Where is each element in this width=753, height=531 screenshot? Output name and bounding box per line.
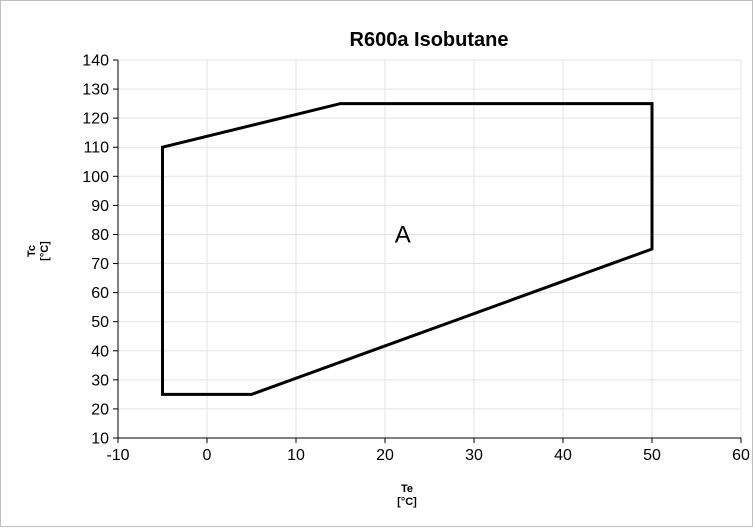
- y-axis-label: Tc: [26, 245, 38, 257]
- grid: [118, 60, 741, 438]
- y-tick-label: 120: [82, 111, 109, 128]
- y-tick-label: 10: [91, 431, 109, 448]
- x-axis-unit: [°C]: [397, 496, 417, 508]
- y-tick-label: 80: [91, 227, 109, 244]
- x-tick-label: -10: [106, 447, 129, 464]
- x-tick-label: 50: [643, 447, 661, 464]
- y-axis-unit: [°C]: [39, 241, 51, 261]
- x-tick-label: 30: [465, 447, 483, 464]
- y-tick-label: 140: [82, 53, 109, 70]
- y-tick-label: 50: [91, 314, 109, 331]
- chart-title: R600a Isobutane: [350, 29, 509, 51]
- x-tick-label: 0: [203, 447, 212, 464]
- x-tick-label: 20: [376, 447, 394, 464]
- y-axis-label-group: Tc [°C]: [26, 241, 51, 261]
- x-tick-label: 10: [287, 447, 305, 464]
- y-tick-label: 30: [91, 372, 109, 389]
- y-tick-label: 70: [91, 256, 109, 273]
- y-tick-label: 130: [82, 82, 109, 99]
- y-tick-labels: 10 20 30 40 50 60 70 80 90 100 110 120 130 140: [82, 53, 109, 448]
- y-tick-label: 100: [82, 169, 109, 186]
- region-label: A: [395, 221, 411, 248]
- y-tick-label: 60: [91, 285, 109, 302]
- x-tick-label: 40: [554, 447, 572, 464]
- x-tick-labels: -10 0 10 20 30 40 50 60: [106, 447, 750, 464]
- y-tick-label: 40: [91, 343, 109, 360]
- annotations: A: [395, 221, 411, 248]
- y-tick-label: 90: [91, 198, 109, 215]
- x-tick-label: 60: [732, 447, 750, 464]
- y-tick-label: 20: [91, 401, 109, 418]
- x-axis-label: Te: [401, 483, 413, 495]
- y-tick-label: 110: [83, 140, 109, 157]
